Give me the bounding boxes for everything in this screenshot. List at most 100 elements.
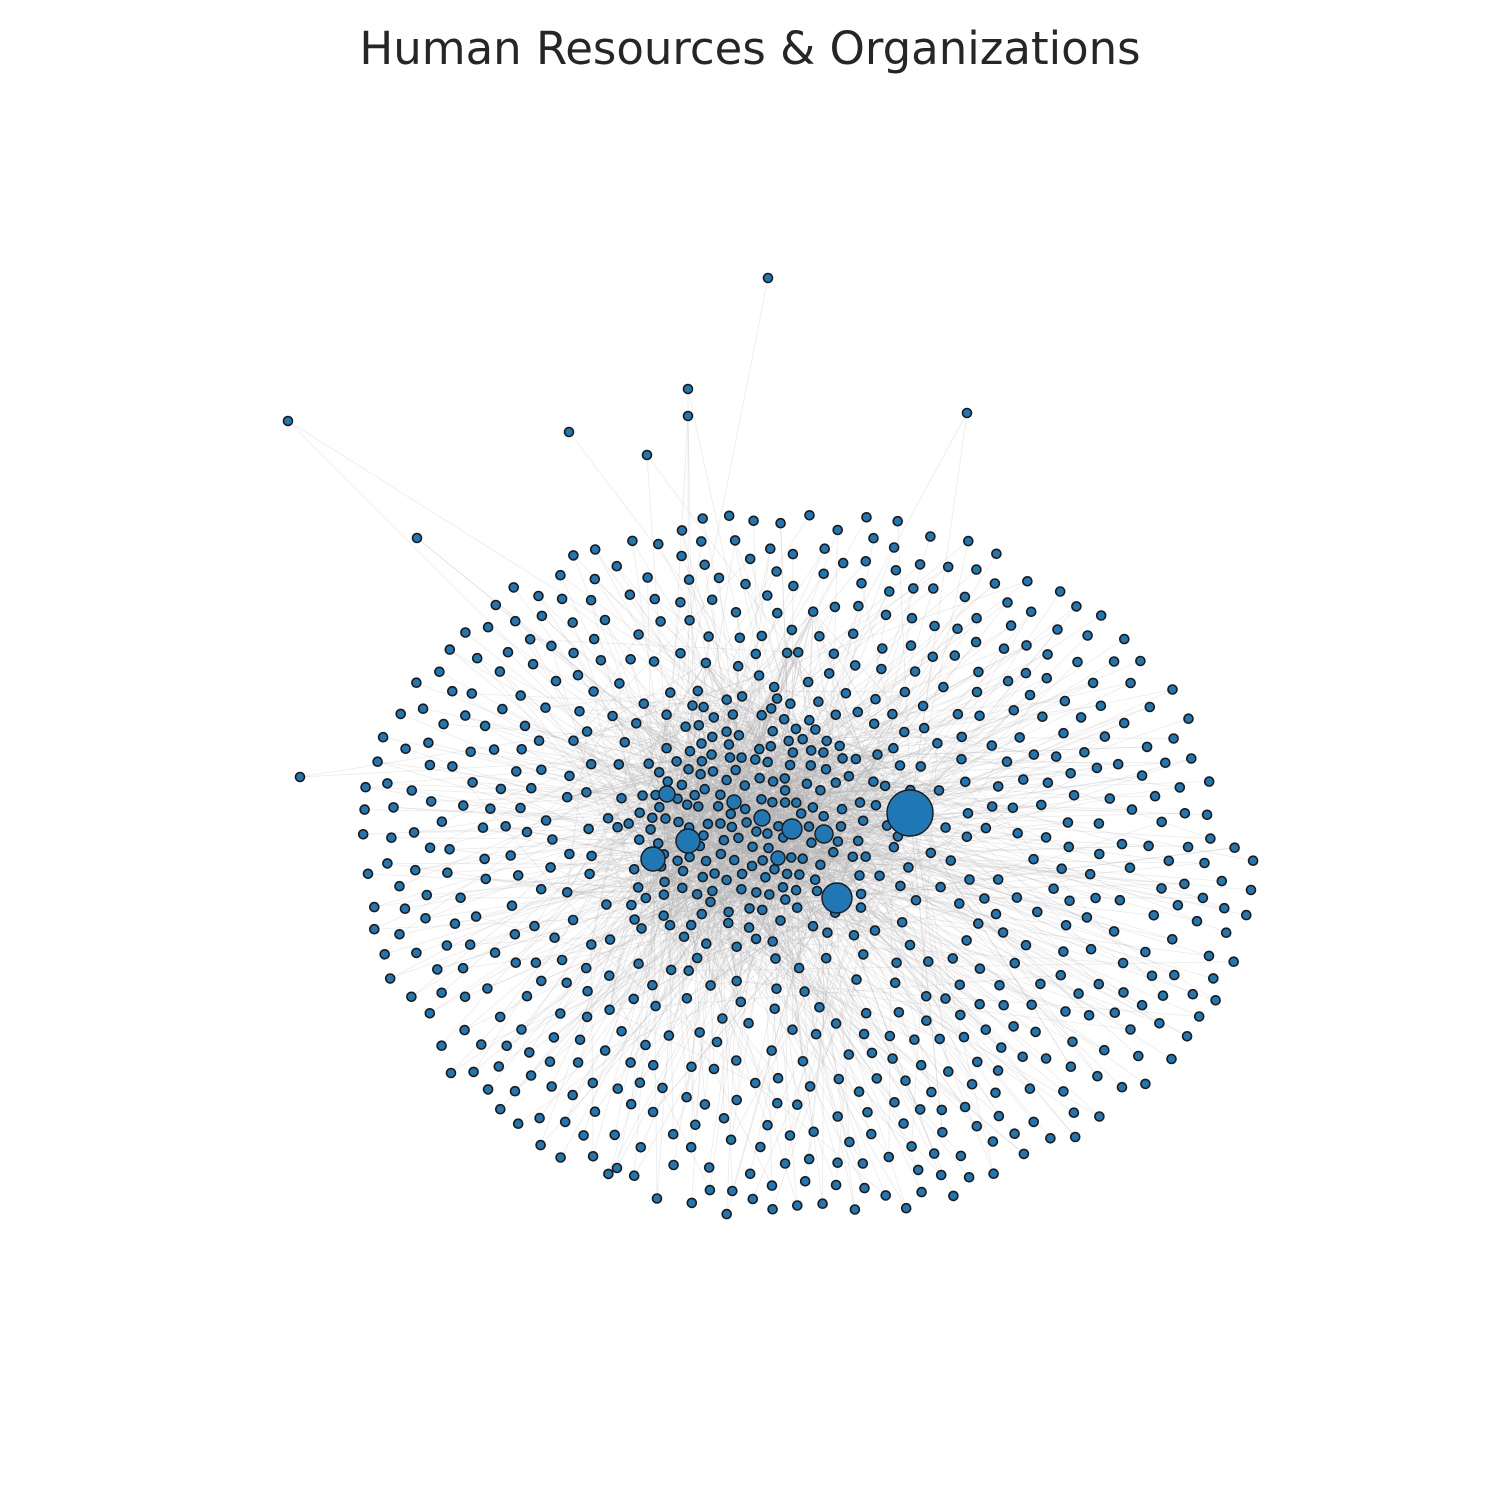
network-node (561, 977, 573, 989)
network-node (1072, 656, 1083, 668)
network-node (523, 1047, 535, 1058)
network-edge (733, 801, 764, 861)
network-node (700, 938, 712, 950)
network-node (1094, 848, 1105, 860)
network-node (810, 1028, 822, 1040)
network-node (979, 893, 990, 904)
network-node (581, 786, 592, 798)
network-node (1197, 892, 1209, 904)
network-node (1163, 855, 1175, 867)
network-node (837, 557, 849, 569)
network-edge (404, 858, 654, 910)
network-node (942, 1066, 954, 1077)
network-edge (772, 752, 824, 803)
network-edge (791, 828, 1210, 957)
network-node (625, 653, 636, 665)
network-node (411, 677, 422, 689)
network-node (692, 685, 704, 697)
network-node (803, 1153, 815, 1165)
network-node (555, 569, 566, 581)
network-node (733, 729, 745, 741)
network-node (865, 1128, 877, 1140)
network-edge (572, 833, 825, 1096)
network-edge (636, 722, 786, 803)
network-edge (795, 739, 804, 803)
network-node (804, 509, 815, 521)
network-node (485, 803, 496, 815)
network-node (697, 871, 709, 883)
network-edge (631, 904, 698, 959)
network-node (925, 531, 936, 542)
network-node (637, 790, 648, 801)
network-edge (541, 692, 671, 771)
network-edge (701, 760, 986, 829)
network-edge (814, 611, 1032, 880)
network-node (959, 591, 971, 603)
network-node (648, 656, 660, 667)
network-node (723, 739, 735, 750)
network-node (750, 648, 762, 660)
network-node (980, 1024, 992, 1035)
network-node (568, 735, 579, 747)
network-edge (707, 823, 880, 877)
network-edge (426, 865, 753, 896)
network-edge (691, 924, 915, 1041)
network-node (445, 1067, 457, 1079)
network-edge (770, 708, 825, 817)
network-node (1041, 672, 1053, 684)
network-edge (791, 828, 1225, 909)
network-node (1065, 1061, 1077, 1072)
network-node (677, 865, 689, 877)
network-node (482, 621, 494, 633)
network-edge (791, 706, 1150, 830)
network-node (657, 1082, 668, 1094)
network-edge (642, 795, 750, 909)
network-edge (665, 794, 721, 819)
network-node (477, 822, 489, 834)
network-edge (798, 833, 825, 969)
network-node (619, 736, 631, 748)
network-edge (713, 566, 949, 718)
network-edge (550, 867, 800, 969)
network-node (1133, 1050, 1144, 1062)
network-node (934, 1033, 946, 1045)
network-node (820, 763, 832, 775)
network-node (424, 842, 436, 854)
network-edge (687, 840, 864, 1164)
network-node (852, 706, 864, 718)
network-node (524, 633, 536, 645)
hub-node (814, 824, 834, 844)
network-edge (741, 888, 1000, 1117)
network-node (533, 735, 545, 747)
network-node (721, 694, 733, 706)
network-node (958, 1031, 970, 1043)
network-edge (726, 879, 800, 969)
network-node (887, 708, 898, 720)
network-edge (607, 777, 760, 819)
network-node (509, 615, 521, 627)
network-edge (609, 857, 779, 1011)
network-node (603, 1168, 614, 1180)
network-edge (659, 785, 745, 808)
network-node (974, 963, 986, 975)
network-node (630, 717, 642, 729)
network-node (808, 1126, 820, 1138)
network-edge (652, 602, 681, 860)
hub-node (770, 850, 786, 866)
network-edge (639, 833, 825, 1083)
network-node (732, 660, 744, 672)
network-node (959, 1101, 971, 1113)
network-edge (666, 758, 962, 795)
network-edge (791, 828, 894, 848)
network-node (766, 1180, 778, 1191)
network-edge (632, 540, 728, 700)
network-edge (749, 833, 825, 1174)
network-edge (809, 691, 906, 721)
network-node (581, 1011, 593, 1023)
network-edge (564, 915, 665, 1123)
network-node (915, 761, 927, 772)
network-edge (784, 893, 862, 1164)
network-node (868, 776, 879, 788)
network-node (1084, 868, 1096, 880)
network-node (995, 1042, 1007, 1053)
